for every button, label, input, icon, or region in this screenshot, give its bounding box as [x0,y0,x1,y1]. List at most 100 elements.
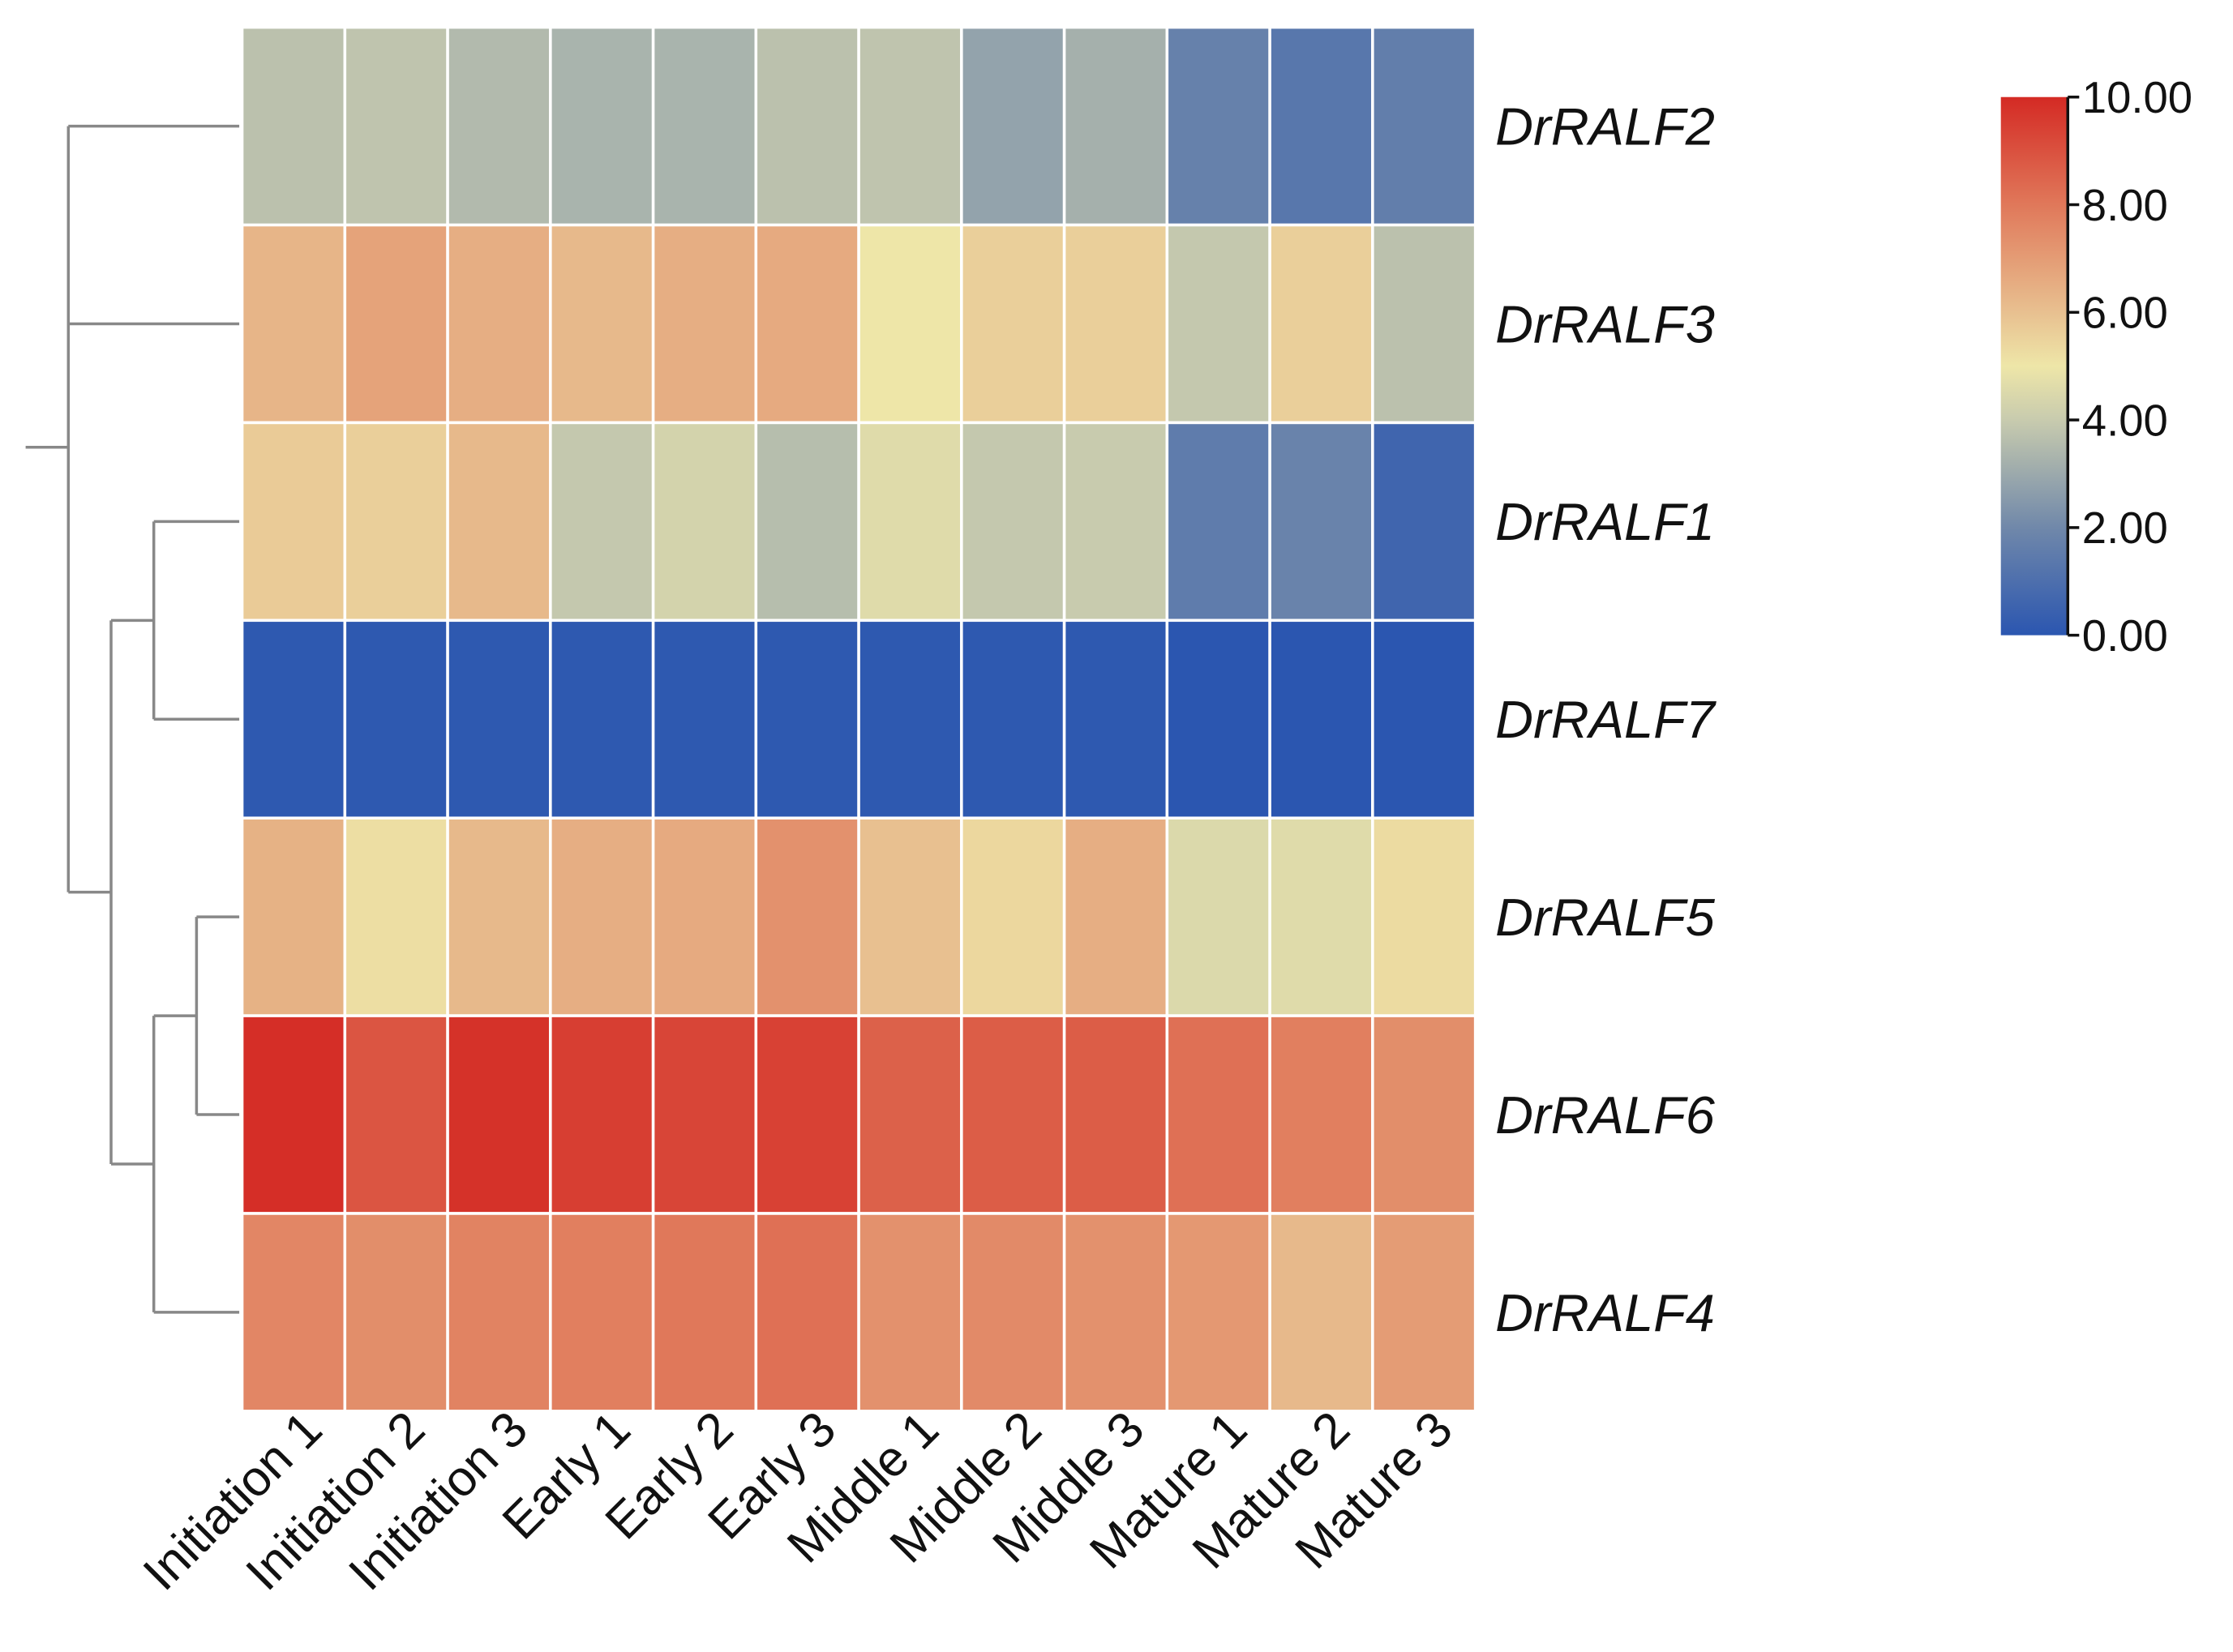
heatmap-cell [1371,421,1477,623]
heatmap-cell [446,1212,552,1413]
heatmap-cell [1371,25,1477,227]
heatmap-cell [1268,223,1374,425]
heatmap-cell [1268,25,1374,227]
heatmap-cell [1268,816,1374,1017]
heatmap-cell [754,421,860,623]
heatmap-cell [446,618,552,820]
heatmap-cell [1371,223,1477,425]
heatmap-cell [960,25,1066,227]
heatmap-cell [960,1014,1066,1215]
heatmap-cell [549,421,655,623]
row-label: DrRALF4 [1495,1283,1715,1342]
heatmap-cell [1268,1014,1374,1215]
heatmap-cell [1371,816,1477,1017]
colorbar-tick-label: 2.00 [2082,503,2168,553]
heatmap-cell [240,223,347,425]
heatmap-cell [240,618,347,820]
heatmap-cell [651,25,758,227]
heatmap-cell [1371,1014,1477,1215]
heatmap-cell [651,1212,758,1413]
heatmap-cell [651,421,758,623]
colorbar-tick-label: 8.00 [2082,181,2168,230]
row-label: DrRALF6 [1495,1085,1716,1145]
heatmap-cell [651,618,758,820]
heatmap-cell [1371,618,1477,820]
heatmap-cell [960,421,1066,623]
heatmap-cell [343,1014,449,1215]
heatmap-cell [754,618,860,820]
heatmap-cell [1062,1014,1169,1215]
heatmap-cell [549,1212,655,1413]
heatmap-cell [343,25,449,227]
heatmap-cell [857,223,963,425]
heatmap-cell [857,421,963,623]
heatmap-cell [549,618,655,820]
heatmap-cell [240,1212,347,1413]
heatmap-cell [960,1212,1066,1413]
heatmap-cell [1062,618,1169,820]
heatmap-cells [240,25,1477,1413]
heatmap-cell [446,223,552,425]
heatmap-cell [240,816,347,1017]
heatmap-cell [446,816,552,1017]
row-label: DrRALF5 [1495,888,1716,947]
heatmap-cell [1062,1212,1169,1413]
heatmap-cell [754,223,860,425]
heatmap-cell [1165,25,1271,227]
colorbar-gradient-bar [2000,96,2068,636]
row-label: DrRALF2 [1495,96,1715,156]
heatmap-cell [1062,25,1169,227]
heatmap-cell [1165,816,1271,1017]
heatmap-cell [549,223,655,425]
colorbar-tick-label: 0.00 [2082,611,2168,661]
heatmap-cell [960,618,1066,820]
heatmap-cell [754,25,860,227]
row-dendrogram [25,124,240,1314]
heatmap-cell [857,1212,963,1413]
row-label: DrRALF7 [1495,690,1717,749]
heatmap-cell [446,421,552,623]
heatmap-cell [1165,1014,1271,1215]
heatmap-cell [1062,816,1169,1017]
heatmap-cell [1268,1212,1374,1413]
heatmap-cell [857,618,963,820]
heatmap-cell [1371,1212,1477,1413]
heatmap-cell [343,421,449,623]
heatmap-cell [651,816,758,1017]
heatmap-cell [754,816,860,1017]
heatmap-cell [1062,421,1169,623]
row-label: DrRALF3 [1495,294,1715,353]
heatmap-cell [1165,223,1271,425]
heatmap-cell [1165,618,1271,820]
heatmap-cell [857,25,963,227]
heatmap-cell [1268,618,1374,820]
colorbar-tick-label: 6.00 [2082,289,2168,338]
heatmap-cell [549,25,655,227]
heatmap-cell [343,816,449,1017]
heatmap-cell [446,1014,552,1215]
heatmap-cell [1165,421,1271,623]
heatmap-cell [240,1014,347,1215]
heatmap-cell [343,1212,449,1413]
heatmap-cell [960,223,1066,425]
heatmap-cell [446,25,552,227]
colorbar-tick-label: 4.00 [2082,396,2168,445]
heatmap-cell [754,1212,860,1413]
row-labels: DrRALF2 DrRALF3 DrRALF1 DrRALF7 DrRALF5 DrRAL… [1495,96,1717,1342]
heatmap-cell [240,421,347,623]
heatmap-cell [857,816,963,1017]
heatmap-cell [240,25,347,227]
heatmap-cell [343,618,449,820]
heatmap-cell [857,1014,963,1215]
heatmap-cell [1165,1212,1271,1413]
heatmap-cell [651,223,758,425]
heatmap-cell [960,816,1066,1017]
heatmap-cell [1268,421,1374,623]
heatmap-cell [754,1014,860,1215]
row-label: DrRALF1 [1495,492,1715,551]
heatmap-cell [549,1014,655,1215]
heatmap-cell [343,223,449,425]
heatmap-cell [549,816,655,1017]
